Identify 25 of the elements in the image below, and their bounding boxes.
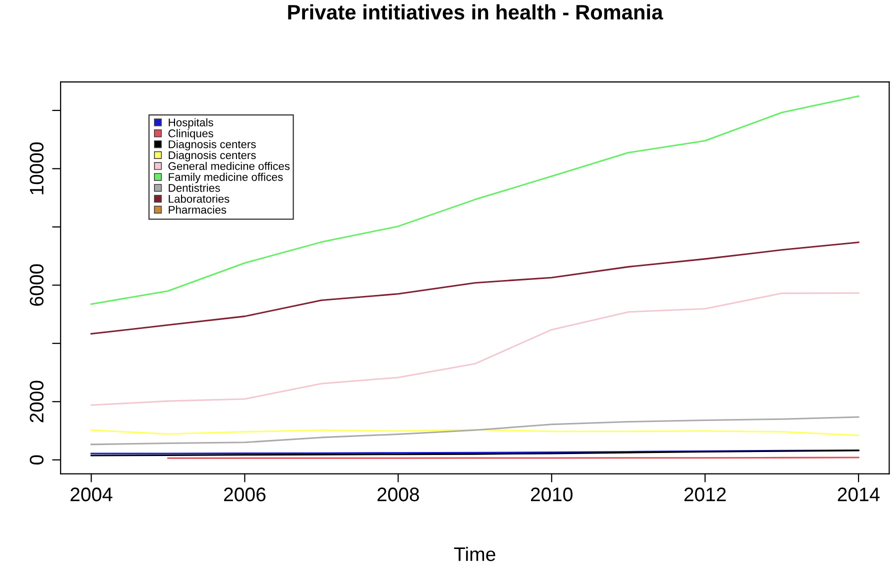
legend-label: Family medicine offices — [168, 172, 283, 184]
y-tick-label: 10000 — [30, 142, 44, 194]
y-tick-label: 6000 — [30, 264, 44, 306]
x-tick-label: 2014 — [838, 488, 880, 502]
x-tick-label: 2008 — [378, 488, 419, 502]
line-series — [90, 95, 860, 305]
y-tick-label: 2000 — [30, 380, 44, 422]
x-tick-label: 2004 — [70, 488, 112, 502]
line-series — [90, 416, 860, 446]
legend-label: General medicine offices — [168, 162, 290, 170]
line-series — [90, 242, 860, 335]
legend-label: Diagnosis centers — [168, 140, 256, 150]
legend-label: Cliniques — [168, 129, 214, 140]
x-tick-label: 2010 — [530, 488, 572, 502]
legend-label: Diagnosis centers — [168, 150, 256, 162]
chart-title: Private intitiatives in health - Romania — [288, 4, 664, 20]
x-tick-label: 2012 — [684, 488, 726, 502]
x-tick-label: 2006 — [224, 488, 266, 502]
y-tick-label: 0 — [30, 455, 44, 465]
x-axis-title: Time — [454, 546, 496, 562]
line-series — [90, 292, 860, 406]
legend-label: Laboratories — [168, 194, 230, 203]
legend-label: Pharmacies — [168, 206, 226, 214]
legend-label: Dentistries — [168, 184, 220, 192]
legend-label: Hospitals — [168, 118, 214, 129]
